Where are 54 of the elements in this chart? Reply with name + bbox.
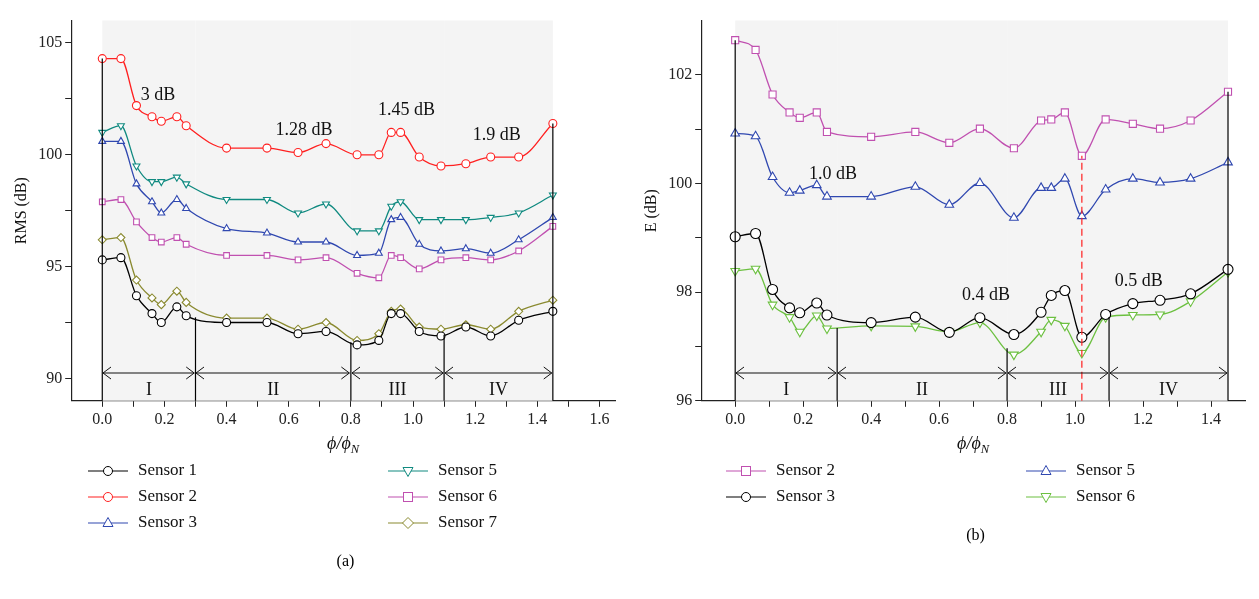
x-tick-label: 1.2 bbox=[465, 409, 486, 427]
y-tick-label: 90 bbox=[46, 368, 63, 386]
annotation: 1.28 dB bbox=[275, 119, 333, 140]
annotation: 1.45 dB bbox=[378, 99, 436, 120]
legend-label: Sensor 1 bbox=[137, 460, 199, 481]
x-tick-label: 0.0 bbox=[725, 409, 746, 427]
band-label: III bbox=[388, 378, 407, 399]
y-tick-label: 102 bbox=[668, 65, 693, 83]
legend-label: Sensor 7 bbox=[437, 512, 499, 533]
x-tick-label: 0.8 bbox=[997, 409, 1018, 427]
x-tick-label: 0.8 bbox=[340, 409, 361, 427]
legend-label: Sensor 2 bbox=[775, 460, 837, 481]
y-tick-label: 95 bbox=[46, 256, 63, 274]
y-axis-title: E (dB) bbox=[641, 189, 660, 233]
y-tick-label: 105 bbox=[38, 33, 63, 51]
x-tick-label: 1.0 bbox=[1065, 409, 1086, 427]
legend-label: Sensor 5 bbox=[1075, 460, 1137, 481]
x-tick-label: 0.2 bbox=[154, 409, 175, 427]
text: (b) bbox=[965, 526, 986, 544]
legend-label: Sensor 2 bbox=[137, 486, 199, 507]
x-tick-label: 0.2 bbox=[793, 409, 814, 427]
annotation: 0.4 dB bbox=[961, 284, 1010, 305]
annotation: 1.9 dB bbox=[472, 123, 521, 144]
y-tick-label: 98 bbox=[676, 282, 693, 300]
annotation: 3 dB bbox=[140, 83, 176, 104]
band-label: I bbox=[783, 378, 790, 399]
y-tick-label: 100 bbox=[668, 173, 693, 191]
band-label: IV bbox=[1159, 378, 1179, 399]
legend-label: Sensor 3 bbox=[137, 512, 199, 533]
y-tick-label: 100 bbox=[38, 144, 63, 162]
band-label: III bbox=[1049, 378, 1068, 399]
x-tick-label: 0.4 bbox=[861, 409, 882, 427]
band-label: II bbox=[267, 378, 280, 399]
band-label: IV bbox=[488, 378, 508, 399]
annotation: 1.0 dB bbox=[808, 163, 857, 184]
x-tick-label: 0.6 bbox=[278, 409, 299, 427]
x-tick-label: 1.2 bbox=[1133, 409, 1154, 427]
y-tick-label: 96 bbox=[676, 391, 693, 408]
x-tick-label: 1.4 bbox=[527, 409, 548, 427]
legend-label: Sensor 5 bbox=[437, 460, 499, 481]
legend-label: Sensor 6 bbox=[437, 486, 499, 507]
x-tick-label: 0.0 bbox=[92, 409, 113, 427]
x-tick-label: 0.6 bbox=[929, 409, 950, 427]
legend-label: Sensor 3 bbox=[775, 486, 837, 507]
x-tick-label: 0.4 bbox=[216, 409, 237, 427]
band-label: II bbox=[916, 378, 929, 399]
band-label: I bbox=[145, 378, 152, 399]
y-axis-title: RMS (dB) bbox=[11, 177, 30, 245]
annotation: 0.5 dB bbox=[1114, 270, 1163, 291]
text: (a) bbox=[335, 552, 356, 570]
x-tick-label: 1.4 bbox=[1201, 409, 1222, 427]
x-tick-label: 1.6 bbox=[589, 409, 610, 427]
x-tick-label: 1.0 bbox=[403, 409, 424, 427]
legend-label: Sensor 6 bbox=[1075, 486, 1137, 507]
